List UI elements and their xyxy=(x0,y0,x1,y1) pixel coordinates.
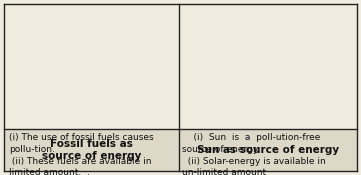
Text: un-limited amount: un-limited amount xyxy=(182,168,266,175)
Text: (i) The use of fossil fuels causes: (i) The use of fossil fuels causes xyxy=(9,133,154,142)
Bar xyxy=(4,129,179,171)
Text: pollu-tion.: pollu-tion. xyxy=(9,145,55,154)
Text: (ii) These fuels are available in: (ii) These fuels are available in xyxy=(9,157,152,166)
Text: Sun as source of energy: Sun as source of energy xyxy=(197,145,339,155)
Text: (ii) Solar-energy is available in: (ii) Solar-energy is available in xyxy=(182,157,326,166)
Text: limited amount.  .: limited amount. . xyxy=(9,168,90,175)
Text: Fossil fuels as
source of energy: Fossil fuels as source of energy xyxy=(42,139,141,161)
Text: source of energy.: source of energy. xyxy=(182,145,260,154)
Text: (i)  Sun  is  a  poll-ution-free: (i) Sun is a poll-ution-free xyxy=(182,133,320,142)
Bar xyxy=(179,129,357,171)
